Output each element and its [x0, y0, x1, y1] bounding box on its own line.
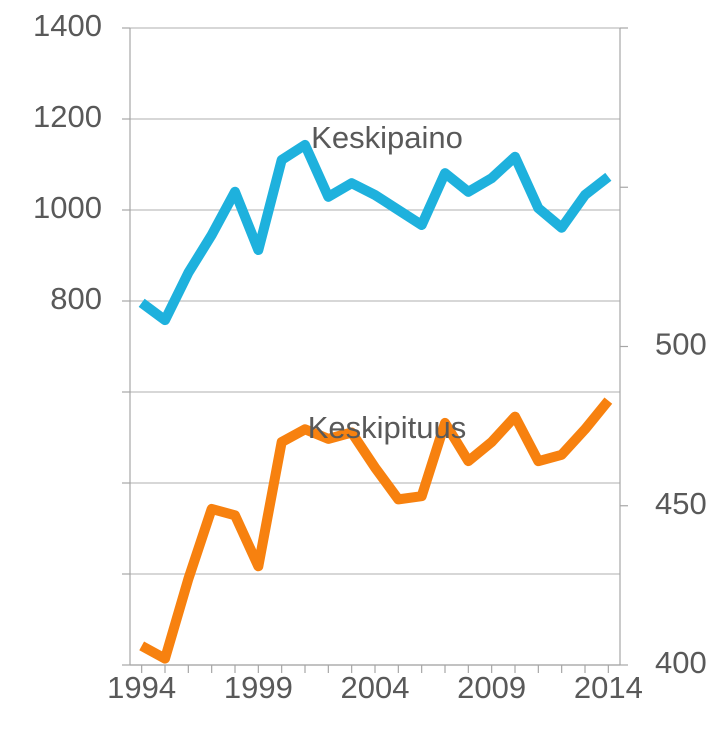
x-tick-label: 1994: [107, 670, 176, 705]
x-tick-label: 2014: [574, 670, 643, 705]
y-tick-label: 1400: [33, 8, 102, 43]
series-label: Keskipaino: [311, 120, 463, 155]
y2-tick-label: 400: [655, 645, 707, 680]
y-tick-label: 1000: [33, 190, 102, 225]
y-tick-label: 800: [50, 281, 102, 316]
y2-tick-label: 450: [655, 486, 707, 521]
y2-tick-label: 500: [655, 327, 707, 362]
series-label: Keskipituus: [308, 410, 467, 445]
series-line: [139, 397, 613, 664]
series-line: [138, 139, 612, 326]
x-tick-label: 2009: [457, 670, 526, 705]
x-tick-label: 1999: [224, 670, 293, 705]
x-tick-label: 2004: [341, 670, 410, 705]
y-tick-label: 1200: [33, 99, 102, 134]
